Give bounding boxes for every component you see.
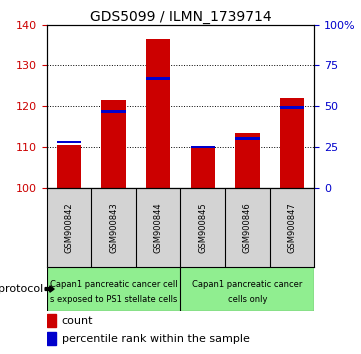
Bar — [191, 145, 215, 148]
Bar — [279, 107, 304, 109]
Bar — [279, 98, 304, 188]
Text: Capan1 pancreatic cancer cell: Capan1 pancreatic cancer cell — [50, 280, 178, 289]
Bar — [146, 39, 170, 188]
Bar — [191, 146, 215, 188]
Bar — [101, 110, 126, 113]
Bar — [235, 133, 260, 188]
Text: GSM900844: GSM900844 — [154, 202, 163, 253]
Bar — [57, 141, 82, 143]
Text: cells only: cells only — [227, 295, 267, 304]
Text: percentile rank within the sample: percentile rank within the sample — [62, 334, 249, 344]
Text: GSM900847: GSM900847 — [287, 202, 296, 253]
Text: count: count — [62, 316, 93, 326]
Bar — [47, 332, 56, 345]
Text: GSM900843: GSM900843 — [109, 202, 118, 253]
Title: GDS5099 / ILMN_1739714: GDS5099 / ILMN_1739714 — [90, 10, 271, 24]
Bar — [47, 314, 56, 327]
Text: protocol: protocol — [0, 284, 43, 294]
Bar — [180, 267, 314, 311]
Bar — [146, 77, 170, 80]
Text: GSM900845: GSM900845 — [198, 202, 207, 253]
Bar — [235, 137, 260, 140]
Text: Capan1 pancreatic cancer: Capan1 pancreatic cancer — [192, 280, 303, 289]
Text: GSM900842: GSM900842 — [65, 202, 74, 253]
Text: s exposed to PS1 stellate cells: s exposed to PS1 stellate cells — [50, 295, 177, 304]
Bar — [101, 100, 126, 188]
Text: GSM900846: GSM900846 — [243, 202, 252, 253]
Bar — [57, 145, 82, 188]
Bar — [47, 267, 180, 311]
